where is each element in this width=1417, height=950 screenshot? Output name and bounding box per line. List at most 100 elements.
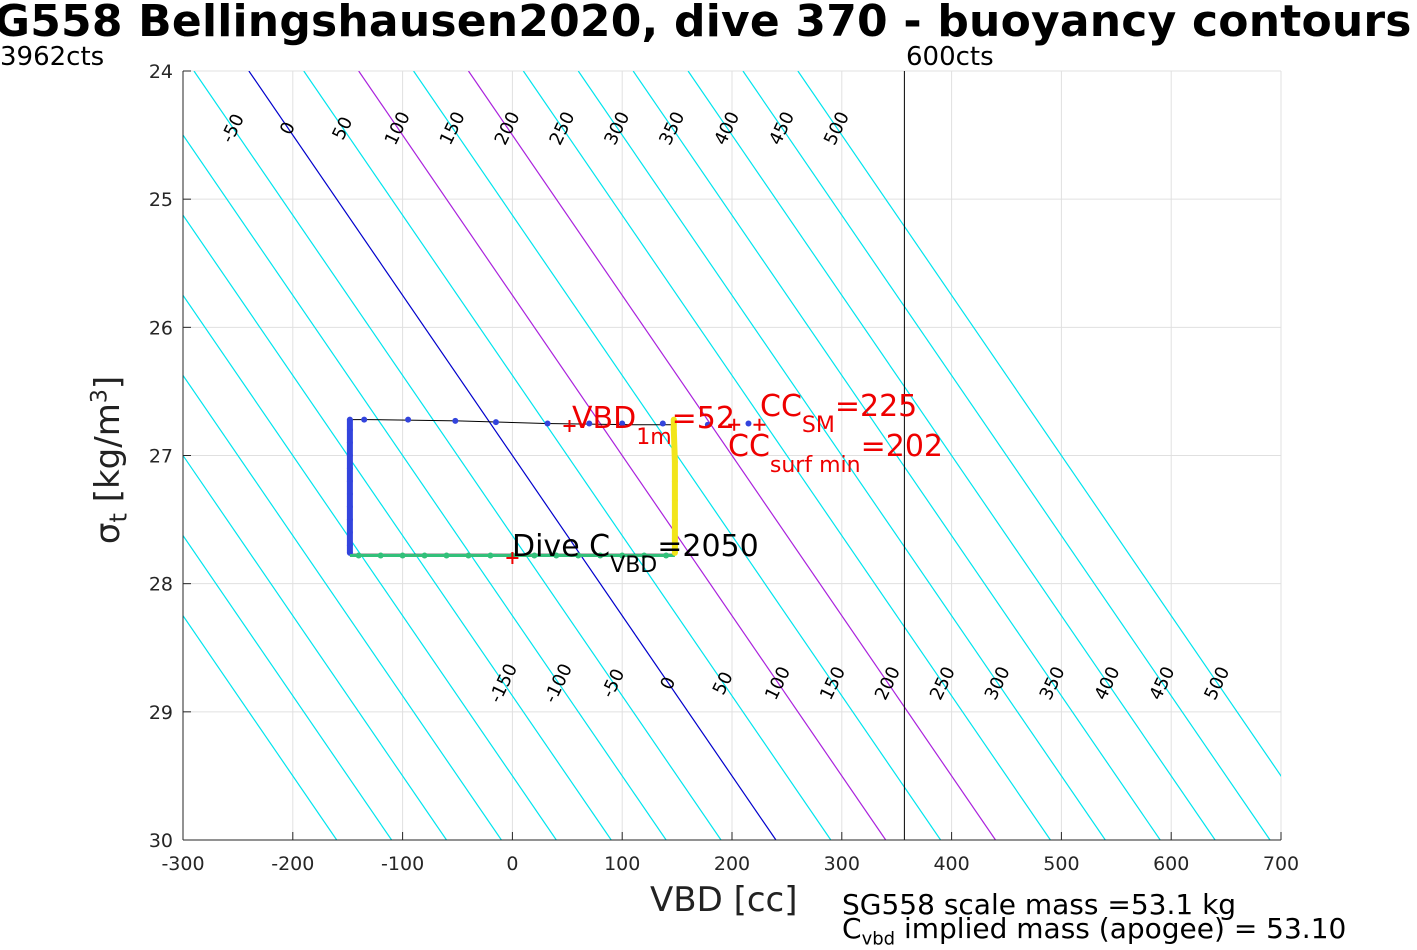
y-tick-label: 28 xyxy=(149,574,173,596)
dive-point xyxy=(452,417,459,424)
contour-label: 400 xyxy=(1091,663,1125,703)
contour-line xyxy=(522,71,1051,840)
marker-plus xyxy=(753,418,766,431)
contour-label: 200 xyxy=(871,663,905,703)
y-axis-symbol: σ xyxy=(87,522,128,545)
contour-line xyxy=(632,71,1161,840)
contour-lines xyxy=(183,71,1281,840)
x-tick-label: -100 xyxy=(381,853,424,875)
implied-rest: implied mass (apogee) = 53.10 xyxy=(895,912,1347,945)
x-tick-label: 300 xyxy=(824,853,860,875)
y-axis-unit: [kg/m xyxy=(87,403,128,514)
contour-label: 500 xyxy=(1200,663,1234,703)
y-tick-label: 29 xyxy=(149,702,173,724)
dive-point xyxy=(659,420,666,427)
y-axis-sub: t xyxy=(104,513,133,523)
contour-label: 300 xyxy=(981,663,1015,703)
contour-line xyxy=(358,71,887,840)
contour-label: -50 xyxy=(217,111,249,147)
contour-line xyxy=(687,71,1216,840)
chart-title: SG558 Bellingshausen2020, dive 370 - buo… xyxy=(0,0,1412,47)
contour-label: 100 xyxy=(761,663,795,703)
cc-surf-min-annotation-prefix: CC xyxy=(728,429,770,464)
contour-line xyxy=(183,374,502,840)
dive-point xyxy=(619,420,626,427)
y-tick-label: 30 xyxy=(149,830,173,852)
contour-line xyxy=(248,71,777,840)
contour-line xyxy=(183,134,667,840)
contour-label: 250 xyxy=(926,663,960,703)
y-tick-label: 24 xyxy=(149,61,173,83)
dive-cvbd-annotation: Dive CVBD=2050 xyxy=(512,529,759,578)
contour-label: 0 xyxy=(656,674,680,693)
vbd-1m-annotation-sub: 1m xyxy=(636,425,671,450)
dive-point xyxy=(492,419,499,426)
contour-line xyxy=(742,71,1271,840)
contour-line xyxy=(797,71,1281,777)
contour-line xyxy=(577,71,1106,840)
contour-label: 150 xyxy=(816,663,850,703)
x-tick-label: 700 xyxy=(1263,853,1299,875)
x-tick-label: -200 xyxy=(271,853,314,875)
cc-sm-annotation-sub: SM xyxy=(802,413,835,438)
contour-label: -100 xyxy=(540,660,577,706)
dive-cvbd-annotation-suffix: =2050 xyxy=(657,529,758,564)
corner-label-right: 600cts xyxy=(906,42,994,72)
contour-line xyxy=(183,534,393,840)
contour-label: 400 xyxy=(710,108,744,148)
marker-plus xyxy=(728,418,741,431)
contour-label: 450 xyxy=(765,108,799,148)
climb-segment xyxy=(670,419,678,553)
dive-cvbd-annotation-prefix: Dive C xyxy=(512,529,610,564)
contour-label: 250 xyxy=(545,108,579,148)
dive-point xyxy=(586,420,593,427)
contour-label: 100 xyxy=(381,108,415,148)
contour-label: 350 xyxy=(1036,663,1070,703)
contour-label: 200 xyxy=(491,108,525,148)
cc-sm-annotation-prefix: CC xyxy=(760,389,802,424)
y-tick-label: 25 xyxy=(149,189,173,211)
contour-label: 0 xyxy=(276,119,300,138)
implied-prefix: C xyxy=(842,912,862,945)
contour-label: 300 xyxy=(600,108,634,148)
dive-point xyxy=(361,416,368,423)
x-tick-label: 0 xyxy=(506,853,518,875)
dive-point xyxy=(544,420,551,427)
contour-label: 150 xyxy=(436,108,470,148)
y-tick-label: 27 xyxy=(149,446,173,468)
dive-cvbd-annotation-sub: VBD xyxy=(610,553,657,578)
scale-mass-note: SG558 scale mass =53.1 kg xyxy=(842,888,1237,921)
cc-surf-min-annotation-sub: surf min xyxy=(770,453,861,478)
contour-label: 350 xyxy=(655,108,689,148)
marker-plus xyxy=(506,552,519,565)
y-axis-label: σt [kg/m3] xyxy=(87,376,132,544)
dive-point xyxy=(745,420,752,427)
vbd-1m-annotation-suffix: =52 xyxy=(672,401,735,436)
contour-line xyxy=(183,294,557,840)
x-tick-label: 400 xyxy=(933,853,969,875)
cc-surf-min-annotation: CCsurf min=202 xyxy=(728,429,943,478)
dive-point xyxy=(405,416,412,423)
cc-surf-min-annotation-suffix: =202 xyxy=(861,429,943,464)
contour-label: 50 xyxy=(328,114,357,144)
x-tick-label: 200 xyxy=(714,853,750,875)
cc-sm-annotation-suffix: =225 xyxy=(835,389,917,424)
x-tick-label: -300 xyxy=(161,853,204,875)
contour-line xyxy=(183,454,448,840)
implied-mass-note: Cvbd implied mass (apogee) = 53.10 xyxy=(842,912,1346,950)
contour-line xyxy=(193,71,722,840)
axes: -300 -200 -100 0 100 200 300 400 500 600 700242526… xyxy=(149,61,1299,875)
cc-sm-annotation: CCSM=225 xyxy=(760,389,917,438)
annotation-markers xyxy=(506,418,766,565)
x-axis-label: VBD [cc] xyxy=(650,880,798,920)
contour-line xyxy=(303,71,832,840)
x-tick-label: 100 xyxy=(604,853,640,875)
contour-group xyxy=(183,71,1281,840)
marker-plus xyxy=(563,420,576,433)
contour-label: 50 xyxy=(709,669,738,699)
dive-point xyxy=(704,421,711,428)
contour-label: 500 xyxy=(820,108,854,148)
contour-line xyxy=(183,614,338,840)
